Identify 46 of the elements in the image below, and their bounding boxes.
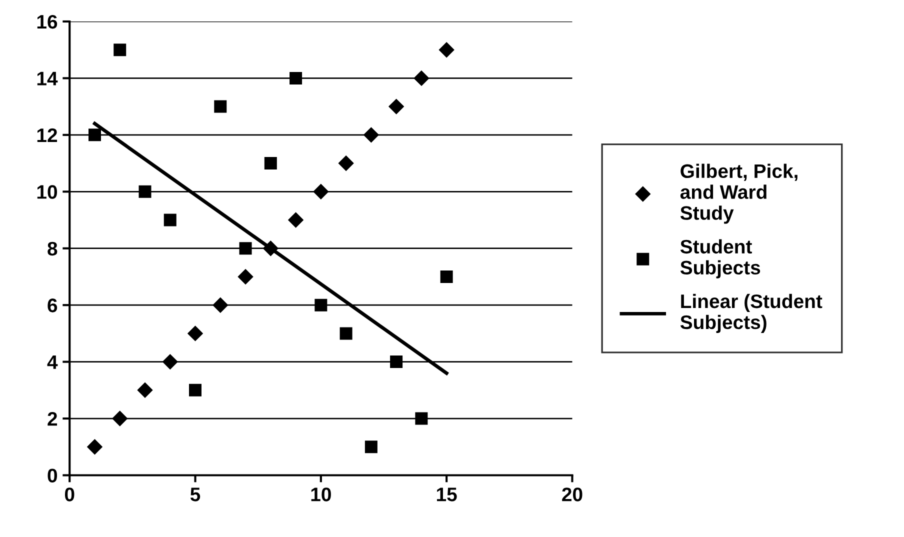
point [114,44,126,56]
y-tick-label: 4 [47,355,58,369]
y-tick-label: 2 [48,412,58,426]
legend-label: Gilbert, Pick, and Ward Study [680,164,798,224]
point [137,382,153,398]
point [138,185,152,198]
point [288,212,304,228]
point [415,412,428,425]
point [364,127,379,142]
point [290,72,302,84]
point [162,354,178,370]
y-tick-label: 10 [37,185,58,199]
point [88,128,101,142]
x-tick-label: 0 [64,488,74,502]
point [239,242,252,255]
point [388,98,404,114]
point [338,156,354,171]
x-tick-label: 5 [190,488,200,502]
point [214,100,227,113]
point [238,269,254,284]
point [112,410,128,426]
point [439,42,454,58]
y-tick-label: 0 [48,468,58,482]
point [189,384,202,396]
legend-label: Student Subjects [680,239,760,278]
x-tick-label: 10 [311,488,331,502]
point [314,298,328,312]
legend-label: Linear (Student Subjects) [680,294,822,333]
y-tick-label: 12 [37,128,58,142]
point [313,184,328,200]
point [364,440,378,454]
point [264,157,277,170]
point [390,356,403,368]
x-tick-label: 20 [562,488,582,502]
x-tick-label: 15 [436,488,457,502]
y-tick-label: 6 [48,298,58,312]
point [440,270,453,283]
point [87,439,102,454]
y-tick-label: 14 [37,72,58,86]
y-tick-label: 16 [37,14,58,29]
y-tick-label: 8 [48,242,58,256]
point [188,326,203,342]
point [414,70,430,86]
point [164,214,176,226]
point [340,327,352,340]
point [212,298,228,313]
